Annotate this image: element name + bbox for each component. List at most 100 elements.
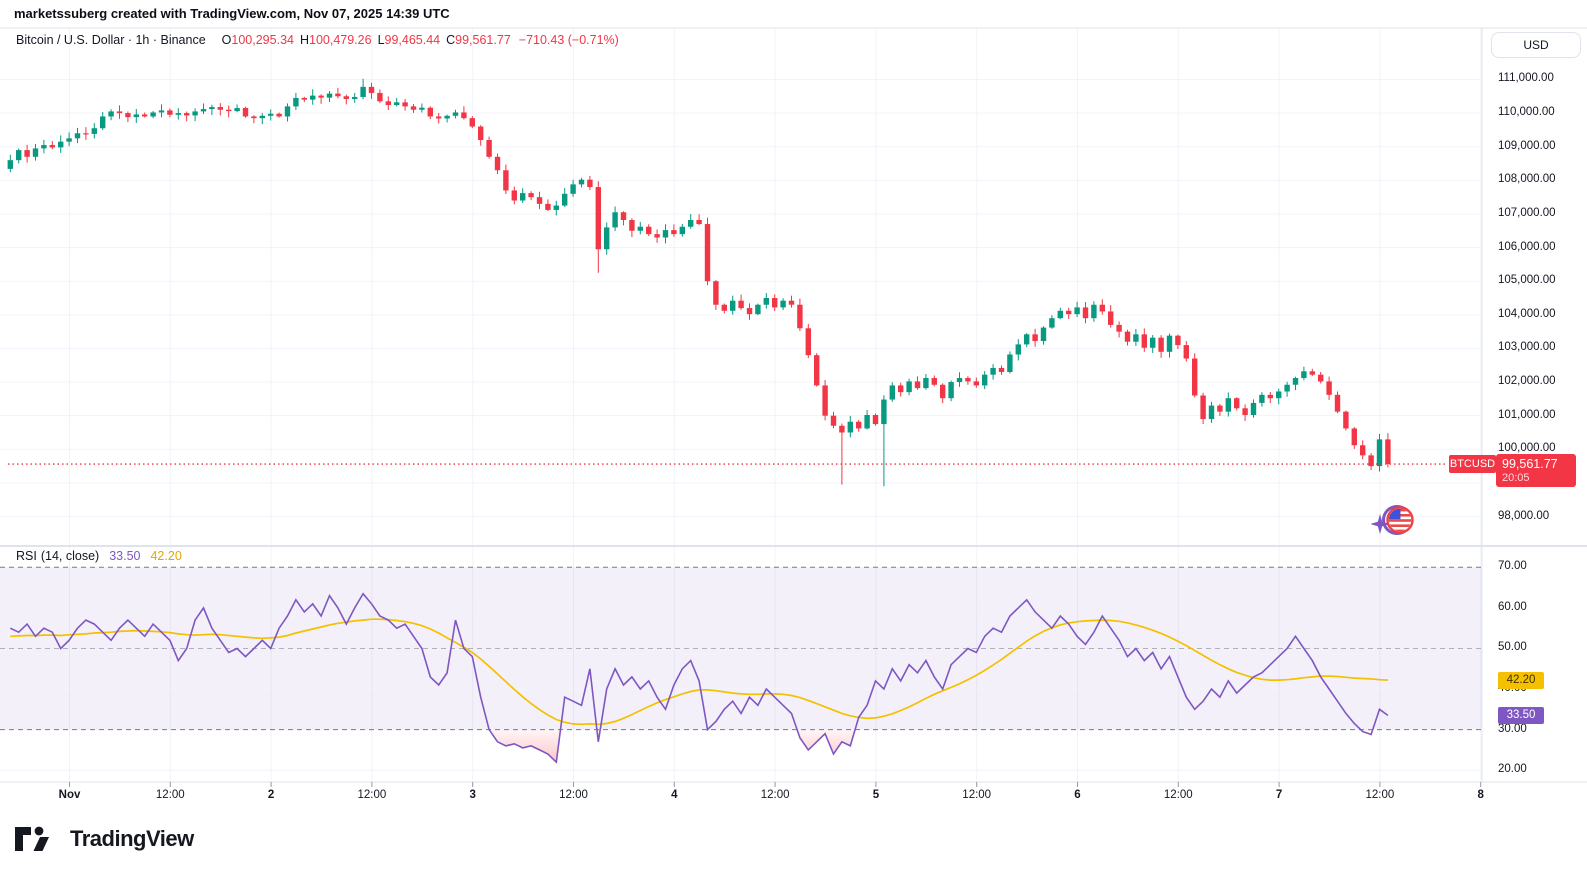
candle <box>32 148 39 157</box>
candle <box>923 378 929 389</box>
candle <box>713 281 719 305</box>
candle <box>1385 439 1391 465</box>
candle <box>1334 394 1341 412</box>
candle <box>108 111 114 117</box>
high-label: H <box>299 33 309 47</box>
price-axis-label: 100,000.00 <box>1498 442 1556 455</box>
candle <box>839 425 845 433</box>
price-axis-label: 106,000.00 <box>1498 240 1556 253</box>
candle <box>1066 310 1072 315</box>
candle <box>394 102 400 106</box>
candle <box>259 115 265 119</box>
candle <box>595 187 601 250</box>
candle <box>1376 439 1383 467</box>
candle <box>906 381 912 393</box>
candle <box>553 205 559 210</box>
chart-canvas[interactable] <box>0 0 1587 815</box>
candle <box>1049 318 1055 328</box>
candle <box>419 107 425 110</box>
candle <box>251 116 257 119</box>
candle <box>612 212 618 228</box>
candle <box>772 298 778 308</box>
time-axis-label: 12:00 <box>1163 789 1193 801</box>
candle <box>486 139 492 157</box>
candle <box>133 114 139 118</box>
candle <box>444 115 450 119</box>
rsi-ma-badge: 42.20 <box>1498 671 1544 689</box>
candle <box>822 385 828 416</box>
high-value: 100,479.26 <box>309 33 372 47</box>
candle <box>301 97 307 100</box>
close-label: C <box>446 33 456 47</box>
candle <box>1343 411 1349 429</box>
tradingview-logo-text: TradingView <box>70 826 194 851</box>
candle <box>242 108 249 117</box>
candle <box>1234 398 1240 409</box>
economic-event-us-flag-icon[interactable] <box>1371 501 1417 541</box>
candle <box>578 179 585 185</box>
time-axis-label: 12:00 <box>760 789 790 801</box>
candle <box>1099 304 1105 312</box>
candle <box>478 126 484 140</box>
symbol-title[interactable]: Bitcoin / U.S. Dollar · 1h · Binance <box>16 33 206 47</box>
candle <box>24 150 30 157</box>
candle <box>360 86 366 97</box>
candle <box>847 421 853 433</box>
time-axis-label: 8 <box>1477 789 1484 801</box>
candle <box>856 421 862 429</box>
candle <box>788 300 795 305</box>
candle <box>377 92 383 102</box>
candle <box>91 128 97 134</box>
rsi-ma-value: 42.20 <box>150 549 182 563</box>
candle <box>965 378 971 382</box>
tradingview-logo[interactable]: TradingView <box>14 824 194 854</box>
candle <box>116 111 123 114</box>
candle <box>604 227 610 250</box>
candle <box>738 300 744 309</box>
candle <box>192 111 198 116</box>
price-axis-label: 104,000.00 <box>1498 307 1556 320</box>
candle <box>49 145 55 148</box>
time-axis-label: 5 <box>872 789 880 801</box>
candle <box>410 106 417 110</box>
tradingview-logo-icon <box>15 826 49 851</box>
candle <box>1124 331 1131 342</box>
candle <box>175 113 181 115</box>
candle <box>671 230 677 235</box>
candle <box>982 374 988 386</box>
candle <box>268 113 274 116</box>
rsi-params: (14, close) <box>40 549 100 563</box>
candle <box>914 381 921 389</box>
candle <box>780 300 786 308</box>
candle <box>1309 371 1315 375</box>
candle <box>1116 324 1122 332</box>
candle <box>511 190 517 201</box>
candle <box>494 156 501 171</box>
attribution-text: marketssuberg created with TradingView.c… <box>14 6 450 21</box>
time-axis-label: 12:00 <box>962 789 992 801</box>
price-axis-label: 105,000.00 <box>1498 274 1556 287</box>
candle <box>1208 405 1215 420</box>
currency-toggle-button[interactable]: USD <box>1491 32 1581 58</box>
price-axis-label: 102,000.00 <box>1498 375 1556 388</box>
candle <box>1217 405 1223 412</box>
candle <box>1057 310 1063 319</box>
candle <box>1108 311 1114 325</box>
last-price-value: 99,561.77 <box>1502 456 1558 471</box>
rsi-title[interactable]: RSI <box>16 549 37 563</box>
candle <box>1351 428 1357 446</box>
candle <box>1360 445 1366 456</box>
candle <box>1225 398 1231 412</box>
candle <box>1250 402 1257 416</box>
candle <box>864 415 870 429</box>
rsi-line <box>9 592 1389 764</box>
candle <box>66 138 72 142</box>
candle <box>1082 307 1089 319</box>
candle <box>1032 334 1038 342</box>
candle <box>276 113 282 117</box>
candle <box>545 203 551 210</box>
candle <box>956 378 963 383</box>
price-axis-label: 110,000.00 <box>1498 106 1555 119</box>
candle <box>889 385 895 400</box>
candle <box>142 114 148 117</box>
